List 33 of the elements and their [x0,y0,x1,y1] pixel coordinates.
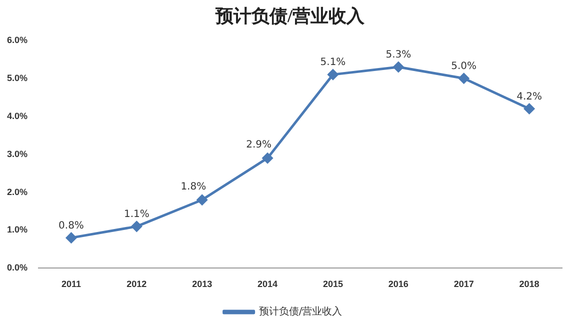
data-label: 5.1% [320,57,346,68]
data-label: 1.1% [124,209,150,220]
data-label: 5.3% [386,50,412,61]
y-tick-label: 1.0% [7,224,28,235]
point [196,194,208,206]
data-label: 2.9% [246,140,272,151]
point [458,73,470,84]
point [393,62,404,72]
data-label: 0.8% [58,220,84,232]
data-label: 5.0% [451,60,477,72]
data-label: 4.2% [516,91,542,102]
legend-label: 预计负债/营业收入 [258,306,342,318]
y-tick-label: 2.0% [7,186,28,197]
x-tick-label: 2016 [388,279,408,290]
y-tick-label: 3.0% [7,148,28,159]
x-tick-label: 2018 [519,279,540,290]
point [131,221,142,232]
y-tick-label: 0.0% [7,262,28,273]
point [66,232,76,244]
x-tick-label: 2013 [192,279,212,290]
y-tick-label: 6.0% [7,34,28,45]
chart-title: 预计负债/营业收入 [214,5,366,28]
y-tick-label: 4.0% [7,110,28,121]
x-tick-label: 2012 [126,279,147,290]
x-tick-label: 2017 [454,279,474,290]
point [328,69,338,80]
point [524,103,535,114]
y-tick-label: 5.0% [7,72,28,83]
x-tick-label: 2015 [322,279,343,290]
data-label: 1.8% [180,181,206,192]
x-tick-label: 2014 [258,279,278,290]
x-tick-label: 2011 [61,279,81,290]
point [262,152,273,164]
